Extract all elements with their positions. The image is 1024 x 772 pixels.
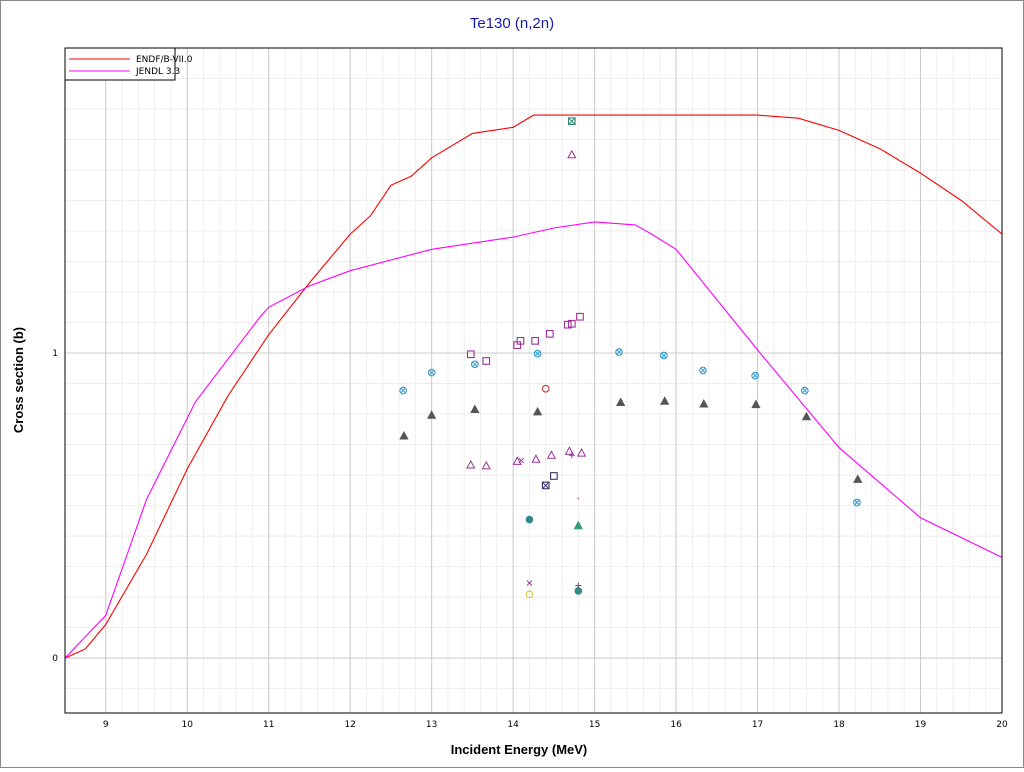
data-point bbox=[699, 398, 709, 408]
data-point bbox=[516, 336, 525, 345]
tick-labels: 9 10 11 12 13 14 15 16 17 18 19 20 0 1 bbox=[52, 349, 1008, 730]
series-line-endf bbox=[65, 114, 1002, 659]
x-tick-label: 9 bbox=[103, 720, 109, 730]
data-point bbox=[482, 357, 491, 365]
legend-label-jendl: JENDL 3.3 bbox=[135, 67, 180, 77]
x-tick-label: 10 bbox=[181, 720, 193, 730]
data-point bbox=[800, 386, 809, 395]
data-point bbox=[466, 350, 475, 359]
data-point bbox=[853, 498, 861, 507]
legend-box bbox=[64, 47, 176, 81]
x-axis-label: Incident Energy (MeV) bbox=[451, 742, 588, 757]
series-group bbox=[65, 114, 1002, 659]
data-point bbox=[573, 520, 583, 530]
data-point bbox=[575, 582, 582, 589]
plot-frame bbox=[64, 47, 1003, 714]
data-point bbox=[546, 450, 557, 459]
data-point-cross bbox=[429, 370, 435, 375]
data-point bbox=[399, 386, 407, 395]
series-layer bbox=[65, 114, 1002, 659]
y-tick-label: 0 bbox=[52, 654, 58, 664]
data-point bbox=[399, 430, 409, 440]
data-point bbox=[660, 351, 668, 360]
data-point bbox=[751, 399, 761, 409]
y-axis-label: Cross section (b) bbox=[11, 327, 26, 433]
data-point bbox=[541, 481, 550, 490]
data-point bbox=[545, 329, 554, 338]
data-point bbox=[751, 371, 759, 380]
chart-title: Te130 (n,2n) bbox=[470, 15, 554, 32]
data-point-cross bbox=[542, 482, 550, 489]
legend-label-endf: ENDF/B-VII.0 bbox=[136, 55, 193, 65]
data-point bbox=[518, 457, 525, 464]
data-point bbox=[470, 360, 479, 369]
data-point bbox=[470, 404, 480, 413]
data-point bbox=[427, 368, 436, 377]
data-point bbox=[660, 396, 670, 405]
data-point bbox=[801, 411, 812, 421]
data-point-cross bbox=[802, 388, 808, 393]
data-point bbox=[574, 587, 583, 595]
series-line-jendl bbox=[65, 221, 1002, 659]
x-tick-label: 18 bbox=[833, 720, 845, 730]
data-point-cross bbox=[535, 351, 540, 357]
data-point bbox=[525, 590, 534, 599]
data-point bbox=[525, 515, 534, 524]
x-tick-label: 14 bbox=[507, 720, 519, 730]
x-tick-label: 15 bbox=[589, 720, 600, 730]
data-point-cross bbox=[616, 349, 622, 355]
data-point bbox=[567, 149, 577, 159]
data-point bbox=[564, 446, 574, 455]
data-point-cross bbox=[568, 117, 576, 125]
data-point bbox=[567, 319, 576, 328]
data-point-cross bbox=[700, 368, 706, 373]
data-point bbox=[568, 452, 575, 459]
data-point bbox=[563, 320, 572, 329]
x-tick-label: 19 bbox=[915, 720, 927, 730]
data-point-cross bbox=[472, 361, 478, 367]
data-point bbox=[615, 348, 623, 356]
data-point-cross bbox=[661, 353, 667, 358]
data-point bbox=[576, 448, 587, 457]
data-point bbox=[466, 459, 476, 469]
data-point bbox=[531, 336, 539, 345]
data-point bbox=[512, 456, 522, 465]
data-point bbox=[576, 312, 584, 321]
data-point bbox=[481, 460, 491, 470]
data-point bbox=[853, 474, 863, 483]
data-point-cross bbox=[400, 388, 406, 393]
x-tick-label: 12 bbox=[344, 720, 355, 730]
data-point bbox=[533, 349, 542, 358]
data-point bbox=[550, 472, 558, 480]
data-point bbox=[541, 384, 550, 393]
legend: ENDF/B-VII.0 JENDL 3.3 bbox=[64, 47, 193, 81]
data-point-cross bbox=[854, 500, 860, 505]
x-tick-label: 17 bbox=[752, 720, 763, 730]
x-tick-label: 16 bbox=[670, 720, 682, 730]
x-tick-label: 11 bbox=[263, 720, 274, 730]
data-point bbox=[526, 580, 533, 586]
data-point bbox=[577, 497, 580, 500]
data-point bbox=[427, 410, 437, 419]
data-point-cross bbox=[752, 373, 758, 378]
data-point bbox=[531, 454, 541, 463]
data-point bbox=[567, 117, 576, 126]
data-point bbox=[699, 366, 707, 375]
x-tick-label: 13 bbox=[426, 720, 437, 730]
y-tick-label: 1 bbox=[52, 349, 58, 359]
x-tick-label: 20 bbox=[996, 720, 1008, 730]
data-point bbox=[532, 406, 543, 416]
data-point bbox=[616, 397, 626, 406]
